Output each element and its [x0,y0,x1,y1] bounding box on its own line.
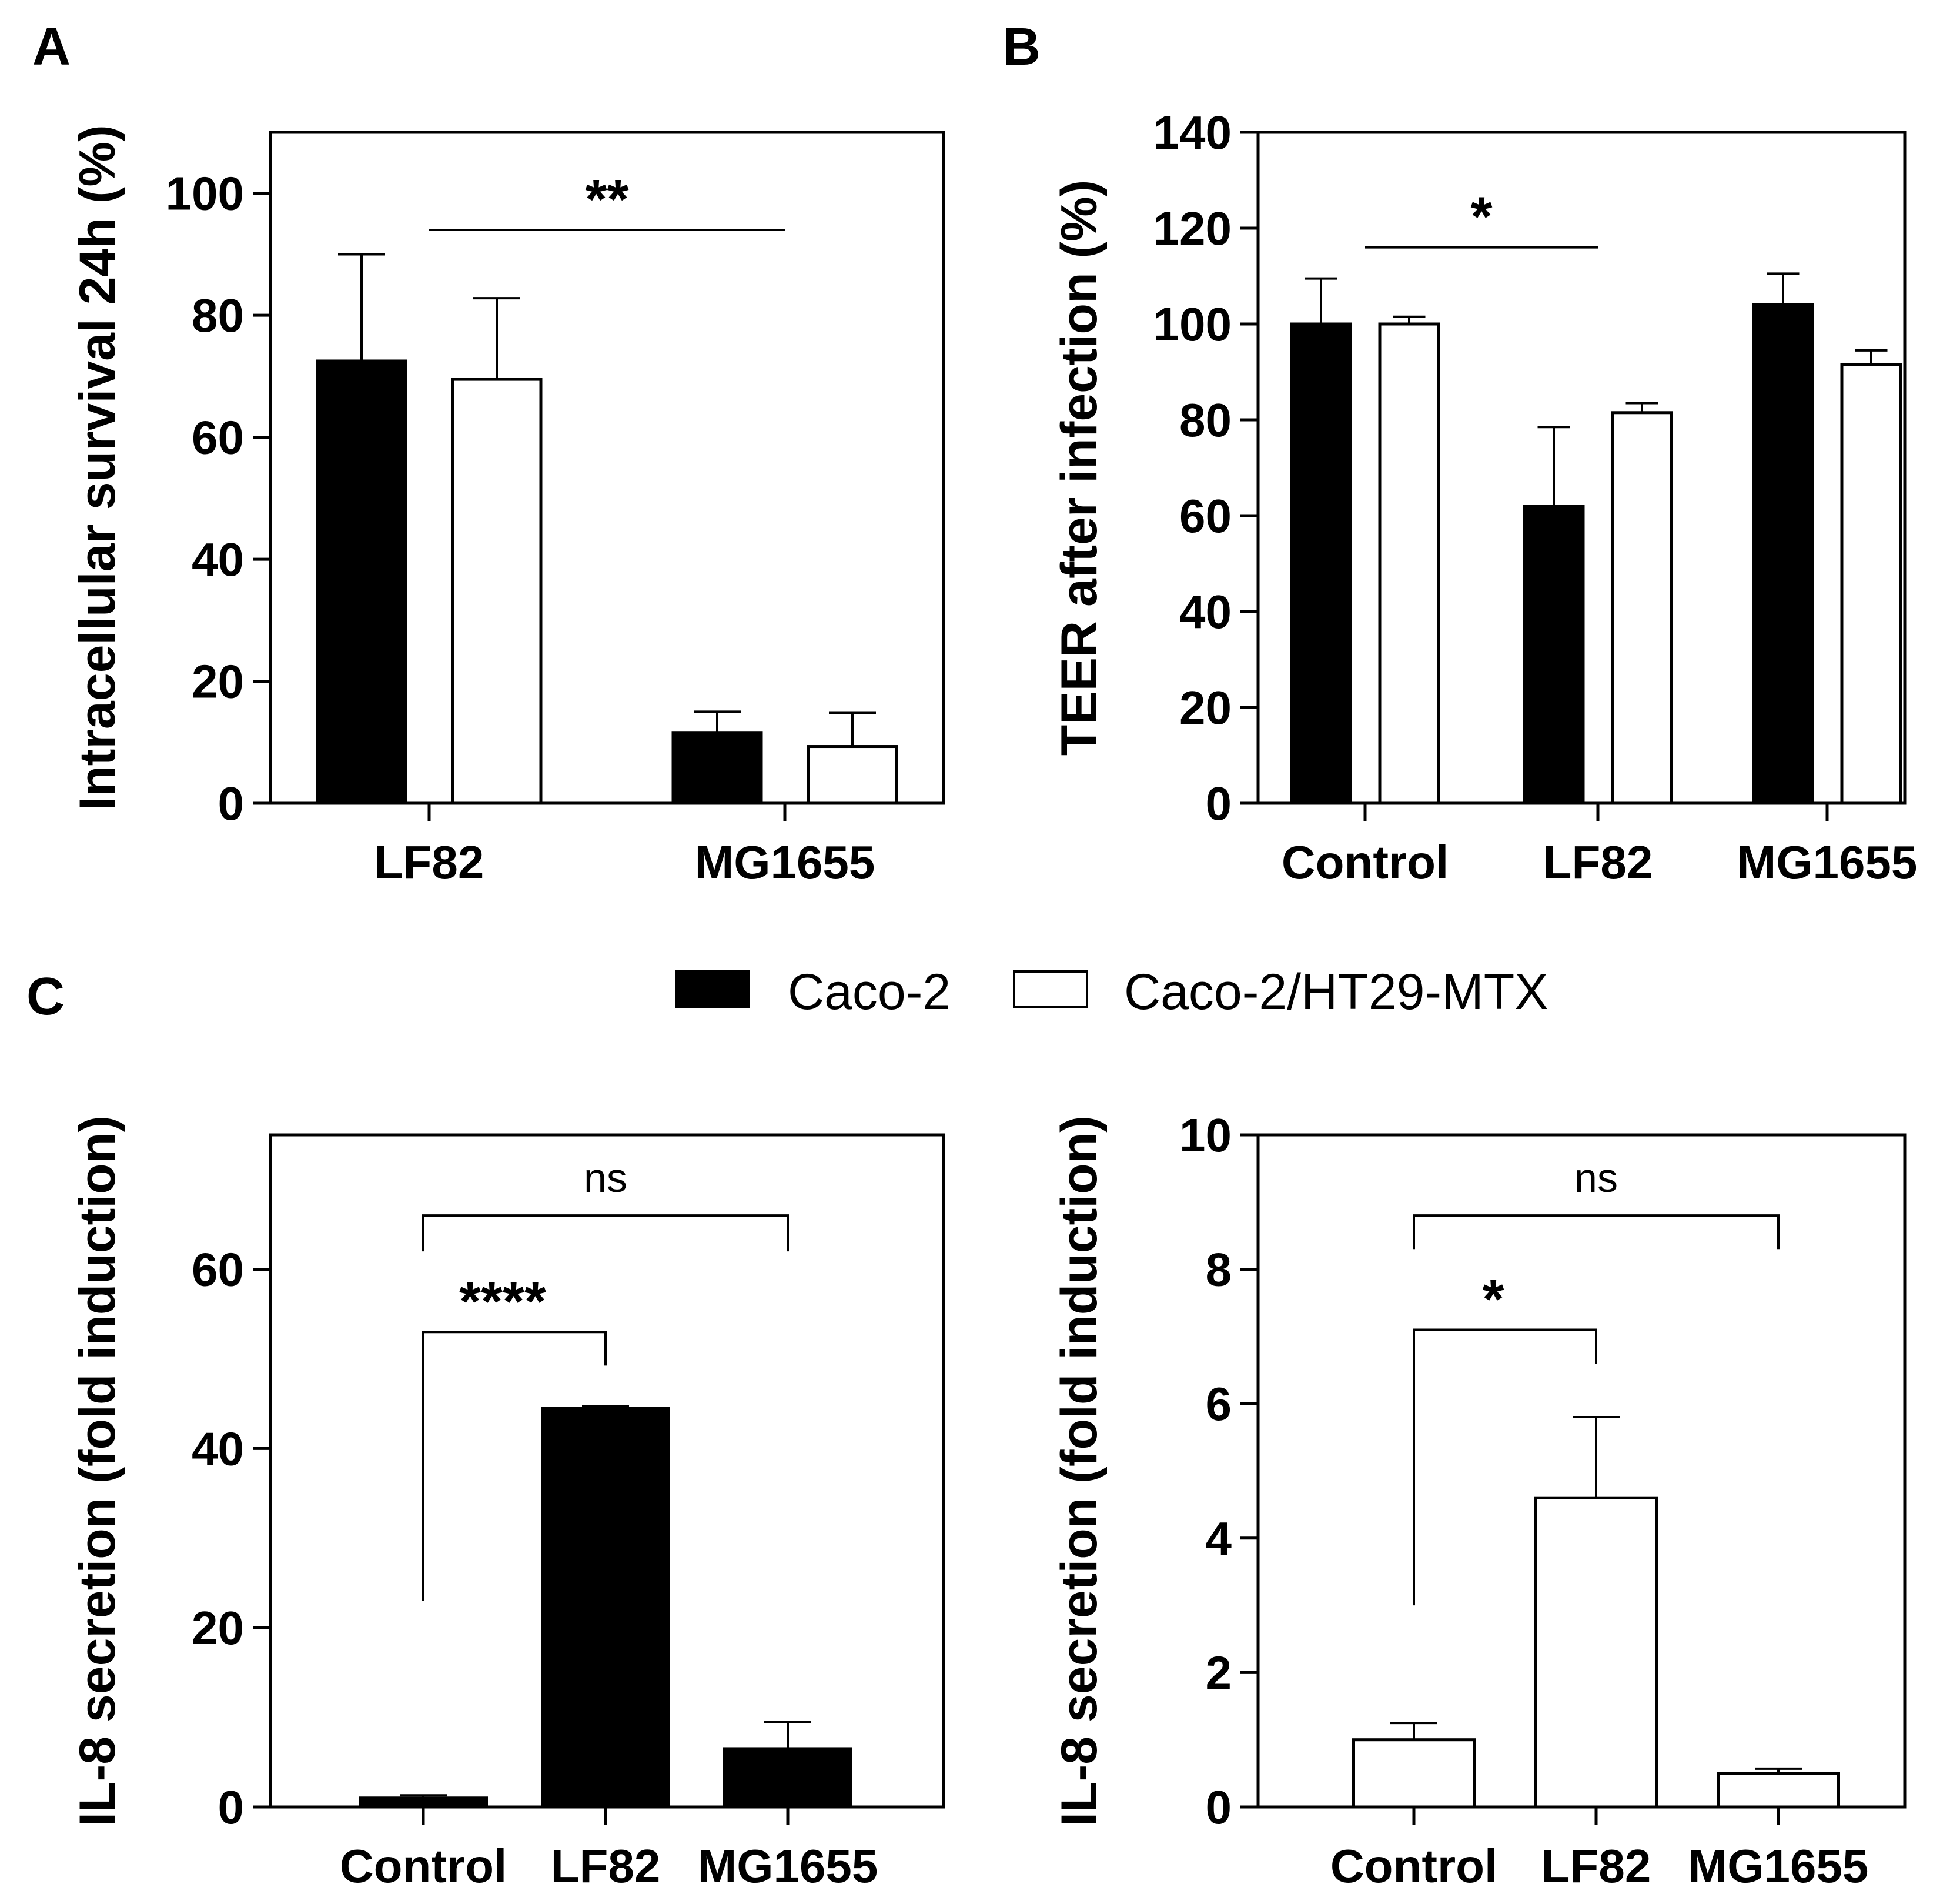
significance-bracket [422,1331,607,1601]
y-tick-label: 120 [1153,202,1232,255]
bar [451,378,543,805]
y-tick-label: 0 [218,777,245,830]
panel-label: A [32,18,71,76]
chart-panel-c: C 0 20 40 60 IL-8 secretion (fold induction) C… [26,967,945,1892]
chart-panel-d: 0 2 4 6 8 10 IL-8 secretion (fold induction) Co… [1051,1109,1907,1892]
y-tick-label: 40 [1179,586,1232,638]
bar [1290,322,1352,805]
bar [1717,1772,1840,1809]
significance-label: * [1483,1268,1504,1330]
bar [1752,303,1814,805]
significance-bracket [1413,1328,1597,1606]
x-tick-label: MG1655 [695,836,875,888]
legend-swatch-coculture [1013,970,1088,1008]
significance-bracket [422,1214,789,1252]
significance-label: * [1471,186,1493,248]
bar [671,731,763,805]
bar [1523,505,1585,805]
significance-bracket [1413,1214,1780,1250]
y-tick-label: 0 [218,1781,245,1833]
legend: Caco-2 Caco-2/HT29-MTX [675,964,1548,1020]
panel-label: C [26,967,65,1026]
y-tick-label: 0 [1206,777,1232,830]
y-tick-label: 20 [192,656,244,708]
x-tick-label: LF82 [374,836,484,888]
bar [723,1747,852,1809]
y-tick-label: 40 [192,1422,244,1475]
y-tick-label: 60 [192,1244,244,1296]
y-tick-label: 0 [1206,1781,1232,1833]
x-tick-label: LF82 [1541,1840,1651,1892]
bar [359,1796,488,1809]
y-tick-label: 8 [1206,1244,1232,1296]
bar [807,745,898,805]
y-tick-label: 60 [1179,490,1232,542]
bar [1611,411,1673,805]
legend-label-caco2: Caco-2 [788,964,951,1020]
y-tick-label: 100 [166,168,244,220]
y-tick-label: 10 [1179,1109,1232,1161]
y-tick-label: 6 [1206,1378,1232,1430]
bar [1378,322,1440,805]
x-tick-label: Control [1282,836,1449,888]
y-axis-label: IL-8 secretion (fold induction) [1051,1115,1108,1826]
y-tick-label: 20 [192,1602,244,1654]
plot-frame [269,131,945,805]
y-tick-label: 60 [192,412,244,464]
x-tick-label: LF82 [551,1840,661,1892]
y-tick-label: 140 [1153,106,1232,159]
significance-label: ns [1574,1155,1618,1201]
chart-panel-b: B 0 20 40 60 80 100 120 140 TEER after infection … [1002,18,1917,888]
bar [316,359,407,805]
x-tick-label: MG1655 [1737,836,1918,888]
x-tick-label: MG1655 [1688,1840,1869,1892]
bar [1840,363,1902,805]
y-tick-label: 20 [1179,682,1232,734]
chart-panel-a: A 0 20 40 60 80 100 Intracellular survival 24h … [32,18,945,888]
legend-swatch-caco2 [675,970,750,1008]
bar [1352,1738,1476,1809]
significance-label: ** [586,168,629,231]
bar [541,1407,670,1809]
y-axis-label: IL-8 secretion (fold induction) [69,1115,126,1826]
y-tick-label: 80 [192,289,244,342]
y-tick-label: 4 [1206,1512,1232,1565]
y-axis-label: TEER after infection (%) [1051,180,1108,756]
panel-label: B [1002,18,1041,76]
x-tick-label: Control [340,1840,507,1892]
y-tick-label: 100 [1153,298,1232,350]
bar [1534,1496,1658,1809]
legend-label-coculture: Caco-2/HT29-MTX [1124,964,1548,1020]
x-tick-label: MG1655 [698,1840,878,1892]
y-tick-label: 40 [192,533,244,586]
y-tick-label: 2 [1206,1646,1232,1699]
y-axis-label: Intracellular survival 24h (%) [69,125,126,810]
x-tick-label: LF82 [1543,836,1653,888]
x-tick-label: Control [1330,1840,1497,1892]
significance-label: ns [584,1155,627,1201]
significance-label: **** [459,1270,546,1332]
y-tick-label: 80 [1179,394,1232,446]
